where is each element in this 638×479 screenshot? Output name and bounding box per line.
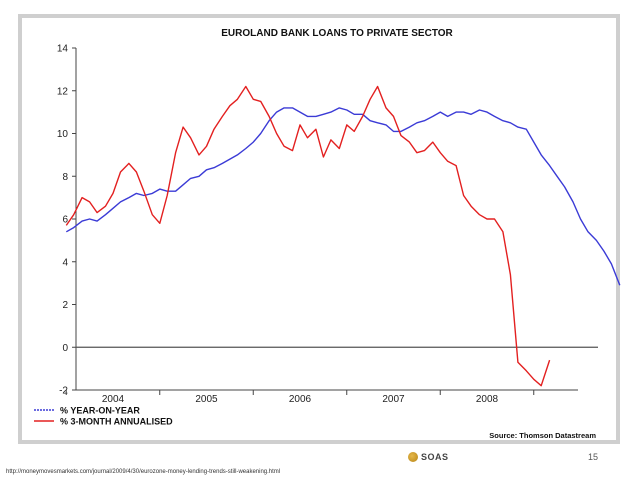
x-tick-label: 2006: [289, 394, 312, 405]
logo-text: SOAS: [421, 452, 449, 462]
chart-frame: [18, 14, 620, 444]
legend-label: % YEAR-ON-YEAR: [60, 406, 140, 416]
soas-logo: SOAS: [408, 452, 449, 462]
y-tick-label: 12: [57, 86, 69, 97]
slide-number: 15: [588, 452, 599, 462]
y-tick-label: 2: [62, 300, 68, 311]
x-tick-label: 2004: [102, 394, 125, 405]
y-tick-label: 0: [62, 343, 68, 354]
series-line-3-month-annualised: [65, 85, 551, 387]
x-tick-label: 2005: [195, 394, 218, 405]
y-tick-label: -2: [59, 386, 68, 397]
soas-logo-icon: [408, 452, 418, 462]
y-tick-label: 10: [57, 129, 69, 140]
legend-label: % 3-MONTH ANNUALISED: [60, 417, 173, 427]
source-url: http://moneymovesmarkets.com/journal/200…: [6, 469, 281, 475]
y-tick-label: 6: [62, 215, 68, 226]
y-tick-label: 4: [62, 257, 68, 268]
source-annotation: Source: Thomson Datastream: [489, 431, 596, 440]
x-tick-label: 2008: [476, 394, 499, 405]
chart-title: EUROLAND BANK LOANS TO PRIVATE SECTOR: [221, 28, 453, 39]
x-tick-label: 2007: [382, 394, 405, 405]
y-tick-label: 14: [57, 44, 69, 55]
series-line-year-on-year: [65, 107, 621, 286]
y-tick-label: 8: [62, 172, 68, 183]
